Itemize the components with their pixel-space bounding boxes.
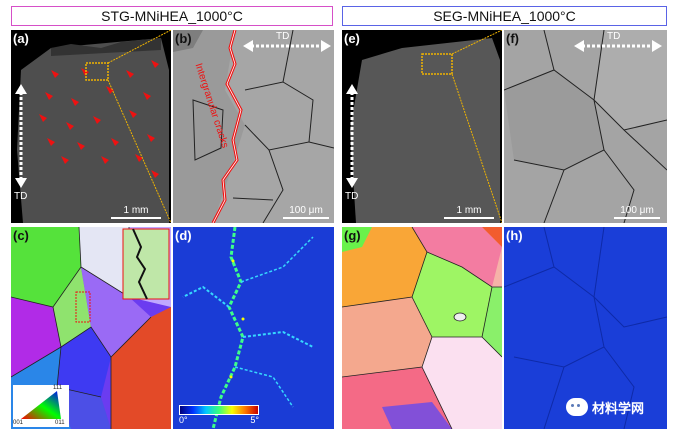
wechat-icon <box>566 398 588 416</box>
panel-label-e: (e) <box>344 31 360 46</box>
scale-bar-f: 100 μm <box>614 205 660 219</box>
panel-label-c: (c) <box>13 228 29 243</box>
panel-d-kam-map: (d) 0° 5° <box>173 227 334 429</box>
panel-f-sem-zoom: (f) TD 100 μm <box>504 30 667 223</box>
panel-e-sem-overview: (e) TD 1 mm <box>342 30 502 223</box>
panel-b-sem-zoom: (b) TD Intergranular cracks 100 μm <box>173 30 334 223</box>
scale-bar-a: 1 mm <box>111 205 161 219</box>
scale-bar-b: 100 μm <box>283 205 329 219</box>
watermark: 材料学网 <box>566 393 676 421</box>
td-label-e: TD <box>345 191 359 202</box>
panel-label-a: (a) <box>13 31 29 46</box>
panel-label-d: (d) <box>175 228 192 243</box>
td-label-b: TD <box>276 31 290 42</box>
panel-label-h: (h) <box>506 228 523 243</box>
ipf-triangle-legend: 111 001 011 <box>13 385 69 427</box>
td-label-a: TD <box>14 191 28 202</box>
panel-a-sem-overview: (a) TD 1 mm <box>11 30 171 223</box>
kam-colorbar: 0° 5° <box>179 405 259 425</box>
panel-h-kam-map: (h) <box>504 227 667 429</box>
panel-g-ipf-map: (g) <box>342 227 502 429</box>
panel-c-ipf-map: (c) 111 001 011 <box>11 227 171 429</box>
scale-bar-e: 1 mm <box>444 205 494 219</box>
group-title-stg: STG-MNiHEA_1000°C <box>11 6 333 26</box>
panel-label-g: (g) <box>344 228 361 243</box>
td-label-f: TD <box>607 31 621 42</box>
panel-label-f: (f) <box>506 31 519 46</box>
group-title-seg: SEG-MNiHEA_1000°C <box>342 6 667 26</box>
panel-label-b: (b) <box>175 31 192 46</box>
crack-arrows-a <box>39 60 159 178</box>
